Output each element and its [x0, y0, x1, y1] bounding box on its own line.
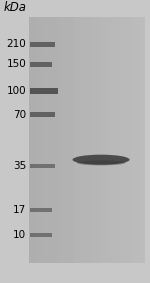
FancyBboxPatch shape: [30, 88, 58, 94]
Text: 17: 17: [13, 205, 26, 215]
Text: 150: 150: [7, 59, 26, 69]
FancyBboxPatch shape: [30, 112, 55, 117]
FancyBboxPatch shape: [30, 233, 52, 237]
Text: 100: 100: [7, 86, 26, 96]
Text: 35: 35: [13, 161, 26, 171]
Text: 210: 210: [7, 39, 26, 50]
FancyBboxPatch shape: [30, 62, 52, 67]
Text: 10: 10: [13, 230, 26, 240]
Text: 70: 70: [13, 110, 26, 120]
FancyBboxPatch shape: [30, 42, 55, 47]
Ellipse shape: [77, 160, 125, 165]
FancyBboxPatch shape: [29, 17, 145, 263]
FancyBboxPatch shape: [30, 208, 52, 212]
FancyBboxPatch shape: [30, 164, 55, 168]
Ellipse shape: [73, 155, 130, 165]
Text: kDa: kDa: [3, 1, 26, 14]
